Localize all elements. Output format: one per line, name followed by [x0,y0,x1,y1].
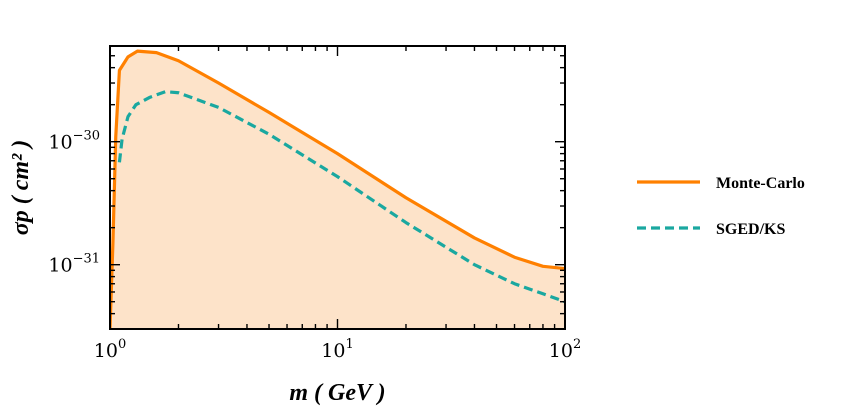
plot-layer [110,49,565,329]
legend: Monte-Carlo SGED/KS [637,175,805,238]
x-tick-label: 102 [549,337,581,362]
x-axis-title: m ( GeV ) [289,380,385,406]
label-layer: 100 101 102 10−31 10−30 m ( GeV ) σp ( cm² ) [8,129,581,406]
legend-label: SGED/KS [716,221,785,238]
y-tick-label: 10−31 [48,252,100,277]
series-line-sged-ks [117,90,565,304]
tick-layer [109,45,566,330]
monte-carlo-fill [110,51,565,329]
series-line-monte-carlo [110,49,565,329]
plot-area [110,49,565,329]
x-tick-label: 101 [321,337,353,362]
legend-label: Monte-Carlo [716,175,805,192]
x-tick-label: 100 [94,337,126,362]
y-axis-title: σp ( cm² ) [8,140,34,235]
y-tick-label: 10−30 [48,129,100,154]
